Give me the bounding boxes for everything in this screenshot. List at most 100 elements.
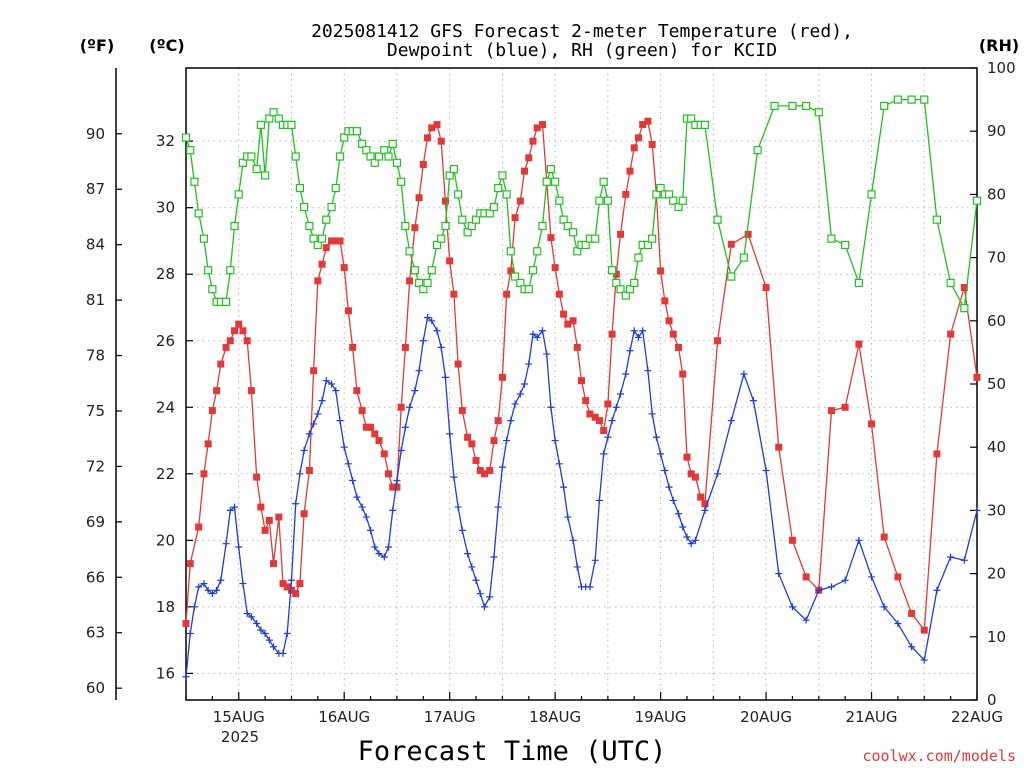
rh-point [370,158,379,167]
rh-point [287,120,296,129]
fahrenheit-ticks: 60 63 66 69 72 75 78 81 84 87 90 [86,125,122,697]
temperature-point [494,417,502,425]
temperature-point [226,337,234,345]
temperature-point [827,407,835,415]
rh-point [920,95,929,104]
temperature-point [612,270,620,278]
rh-point [727,272,736,281]
temperature-point [322,244,330,252]
rh-point [946,278,955,287]
dewpoint-point [591,556,599,564]
rh-point [516,278,525,287]
rh-point [506,247,515,256]
temperature-point [683,453,691,461]
dewpoint-point [222,540,230,548]
dewpoint-point [644,367,652,375]
rh-point [827,234,836,243]
chart-title: 2025081412 GFS Forecast 2-meter Temperat… [311,21,853,61]
dewpoint-point [543,350,551,358]
dewpoint-point [683,533,691,541]
dewpoint-point [604,433,612,441]
x-tick-label: 21AUG [846,708,898,726]
temperature-point [384,470,392,478]
dewpoint-point [507,417,515,425]
dewpoint-point [406,403,414,411]
temperature-point [401,343,409,351]
rh-point [621,291,630,300]
rh-point [194,209,203,218]
temperature-point [454,360,462,368]
dewpoint-point [569,536,577,544]
rh-point [269,108,278,117]
temperature-point [213,387,221,395]
temperature-point [714,337,722,345]
dewpoint-point [490,553,498,561]
credit-label: coolwx.com/models [862,747,1016,765]
dewpoint-point [318,397,326,405]
rh-point [932,215,942,224]
temperature-point [697,493,705,501]
rh-point [656,183,665,193]
temperature-point [490,437,498,445]
dewpoint-point [371,543,379,551]
rh-tick-label: 60 [987,312,1006,330]
dewpoint-point [332,387,340,395]
dewpoint-point [486,593,494,601]
dewpoint-point [375,550,383,558]
rh-point [753,146,762,155]
dewpoint-point [802,616,810,624]
temperature-point [973,373,981,381]
rh-point [591,234,600,243]
temperature-point [397,403,405,411]
dewpoint-point [261,629,269,637]
rh-point [252,165,261,174]
rh-point [261,171,270,180]
rh-point [867,190,876,199]
celsius-tick-label: 24 [156,398,175,416]
temperature-point [657,267,665,275]
rh-point [533,247,542,256]
temperature-point [933,450,941,458]
rh-point [331,183,340,193]
rh-point [802,101,811,111]
dewpoint-point [464,550,472,558]
rh-point [893,95,903,104]
dewpoint-point [239,580,247,588]
dewpoint-point [947,553,955,561]
temperature-point [310,367,318,375]
temperature-point [511,214,519,222]
rh-point [555,196,564,205]
rh-point [599,177,608,186]
rh-point [405,247,414,256]
celsius-tick-label: 16 [156,664,175,682]
rh-point [238,158,248,167]
temperature-point [701,500,709,508]
rh-point [546,165,556,174]
dewpoint-point [349,476,357,484]
temperature-point [340,264,348,272]
temperature-point [406,277,414,285]
temperature-point [538,121,546,129]
temperature-point [243,337,251,345]
temperature-point [437,137,445,145]
rh-point [960,304,969,313]
rh-point [880,101,889,111]
rh-point [568,228,578,237]
dewpoint-point [560,483,568,491]
dewpoint-point [322,377,330,385]
rh-point [700,120,709,129]
rh-point [190,177,199,186]
temperature-point [586,410,594,418]
series-temperature [182,117,981,634]
rh-point [204,266,213,275]
dewpoint-point [353,493,361,501]
series-rh [181,95,982,313]
dewpoint-point [573,563,581,571]
temperature-point [231,327,239,335]
rh-point [437,234,446,243]
dewpoint-point [200,580,208,588]
rh-point [208,285,217,294]
dewpoint-point [217,576,225,584]
rh-point [256,120,265,129]
